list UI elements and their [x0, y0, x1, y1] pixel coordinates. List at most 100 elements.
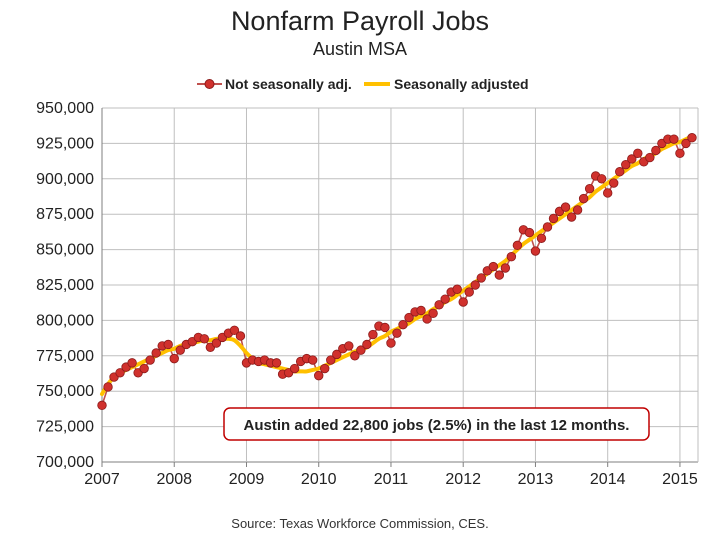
x-tick-label: 2011 [374, 471, 409, 488]
nsa-data-point [416, 305, 426, 316]
legend-nsa-label: Not seasonally adj. [225, 76, 352, 92]
nsa-data-point [458, 297, 468, 307]
nsa-data-point [97, 400, 107, 411]
nsa-data-point [229, 325, 240, 336]
x-tick-label: 2009 [229, 471, 265, 488]
nsa-data-point [169, 353, 179, 364]
nsa-data-point [596, 174, 607, 184]
x-tick-label: 2010 [301, 471, 337, 488]
nsa-data-point [506, 251, 517, 262]
annotation: Austin added 22,800 jobs (2.5%) in the l… [223, 407, 650, 441]
x-tick-label: 2012 [445, 471, 481, 488]
nsa-data-point [675, 148, 685, 159]
nsa-data-point [314, 370, 324, 381]
x-tick-label: 2013 [518, 471, 554, 488]
nsa-data-point [470, 280, 480, 290]
nsa-data-point [560, 202, 571, 212]
y-tick-label: 850,000 [36, 242, 94, 259]
nsa-data-point [211, 338, 222, 348]
x-tick-label: 2014 [590, 471, 626, 488]
nsa-data-point [476, 273, 486, 283]
nsa-data-point [464, 287, 474, 297]
nsa-data-point [428, 308, 438, 319]
y-tick-label: 950,000 [36, 100, 94, 117]
nsa-data-point [633, 148, 643, 159]
nsa-data-point [235, 331, 246, 341]
y-tick-label: 875,000 [36, 206, 94, 223]
legend: Not seasonally adj. Seasonally adjusted [197, 76, 529, 92]
nsa-data-point [380, 322, 390, 333]
nsa-data-point [326, 355, 336, 365]
nsa-data-point [452, 284, 462, 294]
nsa-data-point [651, 145, 661, 156]
nsa-data-point [289, 363, 300, 374]
nsa-data-point [199, 334, 210, 344]
y-tick-label: 825,000 [36, 277, 94, 294]
y-tick-label: 725,000 [36, 419, 94, 436]
nsa-data-point [386, 338, 396, 348]
nsa-data-point [512, 240, 523, 251]
nsa-data-point [308, 355, 318, 365]
nsa-data-point [362, 339, 372, 350]
x-tick-label: 2015 [662, 471, 698, 488]
x-tick-label: 2007 [84, 471, 120, 488]
nsa-data-point [609, 178, 619, 188]
nsa-data-point [163, 339, 173, 350]
series [97, 133, 697, 411]
nsa-data-point [151, 348, 161, 358]
nsa-data-point [271, 358, 282, 368]
x-axis-labels: 2007 2008 2009 2010 2011 2012 2013 2014 2015 [84, 471, 698, 488]
nsa-data-point [398, 319, 408, 330]
nsa-data-point [494, 270, 505, 280]
nsa-data-point [584, 184, 595, 194]
y-tick-label: 750,000 [36, 383, 94, 400]
nsa-data-point [139, 363, 149, 374]
nsa-data-point [578, 193, 589, 204]
nsa-data-point [392, 328, 402, 338]
nsa-data-point [687, 133, 697, 143]
nsa-data-point [356, 345, 366, 355]
x-tick-label: 2008 [156, 471, 192, 488]
source-note: Source: Texas Workforce Commission, CES. [231, 516, 488, 531]
nsa-data-point [434, 300, 444, 310]
legend-nsa-marker [204, 79, 215, 89]
y-axis-labels: 700,000 725,000 750,000 775,000 800,000 825,0… [36, 100, 94, 471]
nsa-data-point [542, 222, 553, 232]
y-tick-label: 775,000 [36, 348, 94, 365]
nsa-data-point [440, 294, 450, 304]
nsa-data-point [566, 212, 577, 222]
annotation-text: Austin added 22,800 jobs (2.5%) in the l… [244, 417, 630, 434]
nsa-data-point [548, 213, 559, 224]
nsa-data-point [615, 167, 625, 177]
y-tick-label: 925,000 [36, 135, 94, 152]
nsa-data-point [127, 358, 137, 368]
annotation-box [223, 407, 650, 441]
nsa-data-point [627, 154, 637, 164]
chart-subtitle: Austin MSA [313, 39, 407, 59]
nsa-data-point [175, 345, 185, 355]
nsa-data-point [602, 188, 613, 198]
nsa-data-point [332, 349, 342, 360]
nsa-data-point [488, 261, 499, 272]
nsa-data-point [320, 363, 330, 374]
chart-title: Nonfarm Payroll Jobs [231, 6, 489, 36]
nsa-data-point [344, 341, 354, 351]
nsa-data-point [621, 159, 631, 170]
nsa-data-point [530, 246, 541, 256]
nsa-data-point [681, 138, 691, 149]
nsa-data-point [145, 355, 155, 365]
y-tick-label: 700,000 [36, 454, 94, 471]
nsa-data-point [404, 312, 414, 323]
nsa-data-point [536, 233, 547, 243]
nsa-data-point [645, 152, 655, 163]
y-tick-label: 800,000 [36, 312, 94, 329]
nsa-data-point [103, 382, 113, 392]
nsa-data-point [350, 351, 360, 361]
y-tick-label: 900,000 [36, 171, 94, 188]
nsa-data-point [524, 227, 535, 238]
nsa-data-point [572, 205, 583, 215]
legend-sa-label: Seasonally adjusted [394, 76, 529, 92]
nsa-data-point [500, 263, 511, 273]
nsa-data-point [422, 314, 432, 324]
